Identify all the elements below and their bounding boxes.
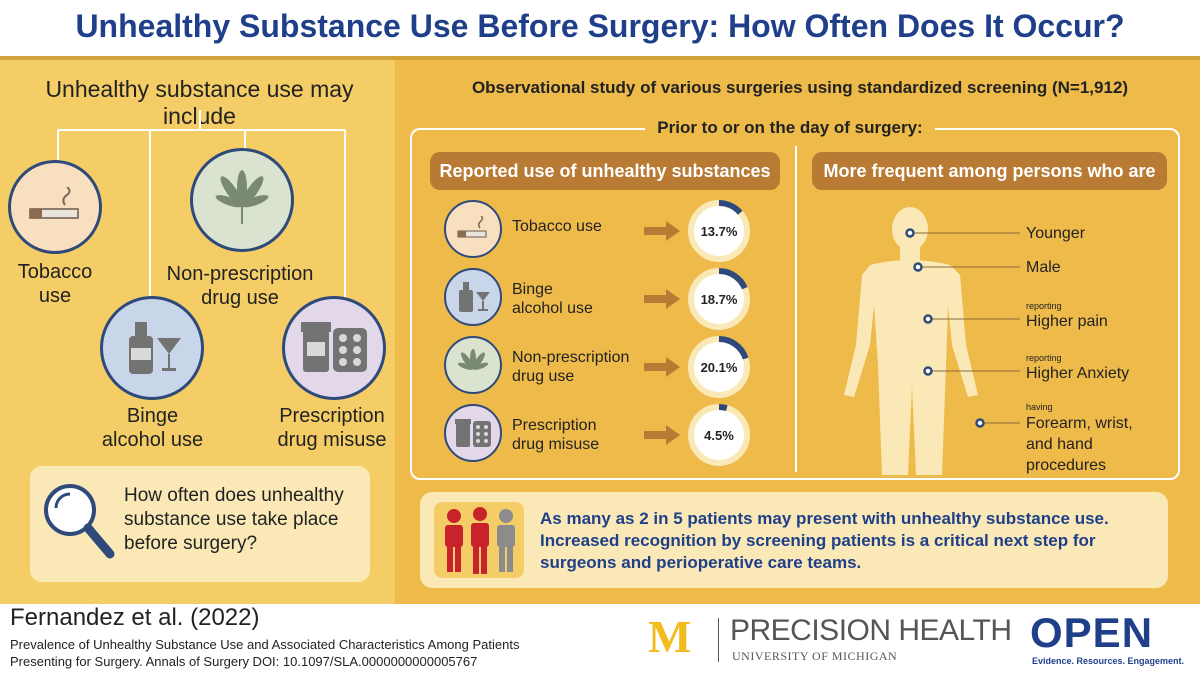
cannabis-small-icon (444, 336, 502, 394)
stat-label-tobacco: Tobacco use (512, 218, 602, 235)
arrow-right-icon (644, 357, 680, 377)
arrow-right-icon (644, 221, 680, 241)
frame-divider (795, 146, 797, 472)
footer (0, 604, 1200, 677)
frequent-header: More frequent among persons who are (812, 152, 1167, 190)
svg-text:18.7%: 18.7% (701, 292, 738, 307)
svg-text:13.7%: 13.7% (701, 224, 738, 239)
stat-label-nonprescription: Non-prescription drug use (512, 349, 630, 386)
tobacco-circle (8, 160, 102, 254)
non-prescription-circle (190, 148, 294, 252)
stat-label-prescription: Prescription drug misuse (512, 417, 600, 454)
precision-health-title: PRECISION HEALTH (730, 614, 1012, 647)
alcohol-bottle-icon (129, 322, 181, 374)
magnifier-icon (44, 484, 115, 559)
logo-divider (718, 618, 719, 662)
arrow-right-icon (644, 289, 680, 309)
open-tagline: Evidence. Resources. Engagement. (1032, 656, 1185, 666)
donut-arc (718, 268, 748, 290)
trait-pain-prefix: reporting (1026, 301, 1062, 311)
trait-procedures-prefix: having (1026, 402, 1053, 412)
arrow-right-icon (644, 425, 680, 445)
cigarette-icon (29, 187, 79, 219)
trait-connectors (905, 228, 1020, 428)
michigan-logo: M (648, 611, 692, 662)
binge-label: Binge alcohol use (101, 405, 204, 451)
tobacco-small-icon (444, 200, 502, 258)
donut-nonprescription: 20.1% (688, 336, 750, 398)
citation-title: Fernandez et al. (2022) (10, 604, 260, 631)
tobacco-label: Tobacco use (17, 261, 93, 307)
trait-procedures: Forearm, wrist, and hand procedures (1026, 415, 1133, 474)
page-title: Unhealthy Substance Use Before Surgery: … (75, 8, 1125, 44)
people-icon (445, 507, 515, 574)
donut-arc (718, 336, 749, 360)
donut-arc (718, 403, 728, 412)
pill-bottle-icon (301, 322, 367, 372)
non-prescription-label: Non-prescription drug use (166, 263, 314, 309)
trait-anxiety: Higher Anxiety (1026, 365, 1130, 382)
conclusion-text: As many as 2 in 5 patients may present w… (540, 509, 1109, 573)
prescription-label: Prescription drug misuse (277, 405, 387, 451)
prescription-small-icon (444, 404, 502, 462)
donut-prescription: 4.5% (688, 403, 750, 466)
trait-younger: Younger (1026, 225, 1086, 242)
trait-male: Male (1026, 259, 1061, 276)
title-bar (0, 0, 1200, 60)
trait-anxiety-prefix: reporting (1026, 353, 1062, 363)
open-logo: OPEN (1030, 609, 1154, 656)
alcohol-small-icon (444, 268, 502, 326)
stat-label-binge: Binge alcohol use (512, 281, 593, 318)
alcohol-circle (100, 296, 204, 400)
donut-tobacco: 13.7% (688, 200, 750, 262)
prescription-circle (282, 296, 386, 400)
svg-text:20.1%: 20.1% (701, 360, 738, 375)
donut-binge: 18.7% (688, 268, 750, 330)
citation-text: Prevalence of Unhealthy Substance Use an… (10, 637, 520, 669)
prior-heading: Prior to or on the day of surgery: (645, 118, 935, 138)
title-divider (0, 56, 1200, 60)
trait-pain: Higher pain (1026, 313, 1108, 330)
donut-arc (718, 200, 743, 215)
reported-header: Reported use of unhealthy substances (430, 152, 780, 190)
study-description: Observational study of various surgeries… (471, 78, 1129, 97)
conclusion-box (420, 492, 1168, 588)
svg-text:4.5%: 4.5% (704, 428, 734, 443)
tree-lines (57, 110, 346, 300)
question-text: How often does unhealthy substance use t… (124, 485, 344, 554)
precision-health-subtitle: UNIVERSITY OF MICHIGAN (732, 649, 898, 663)
cannabis-leaf-icon (215, 170, 269, 224)
